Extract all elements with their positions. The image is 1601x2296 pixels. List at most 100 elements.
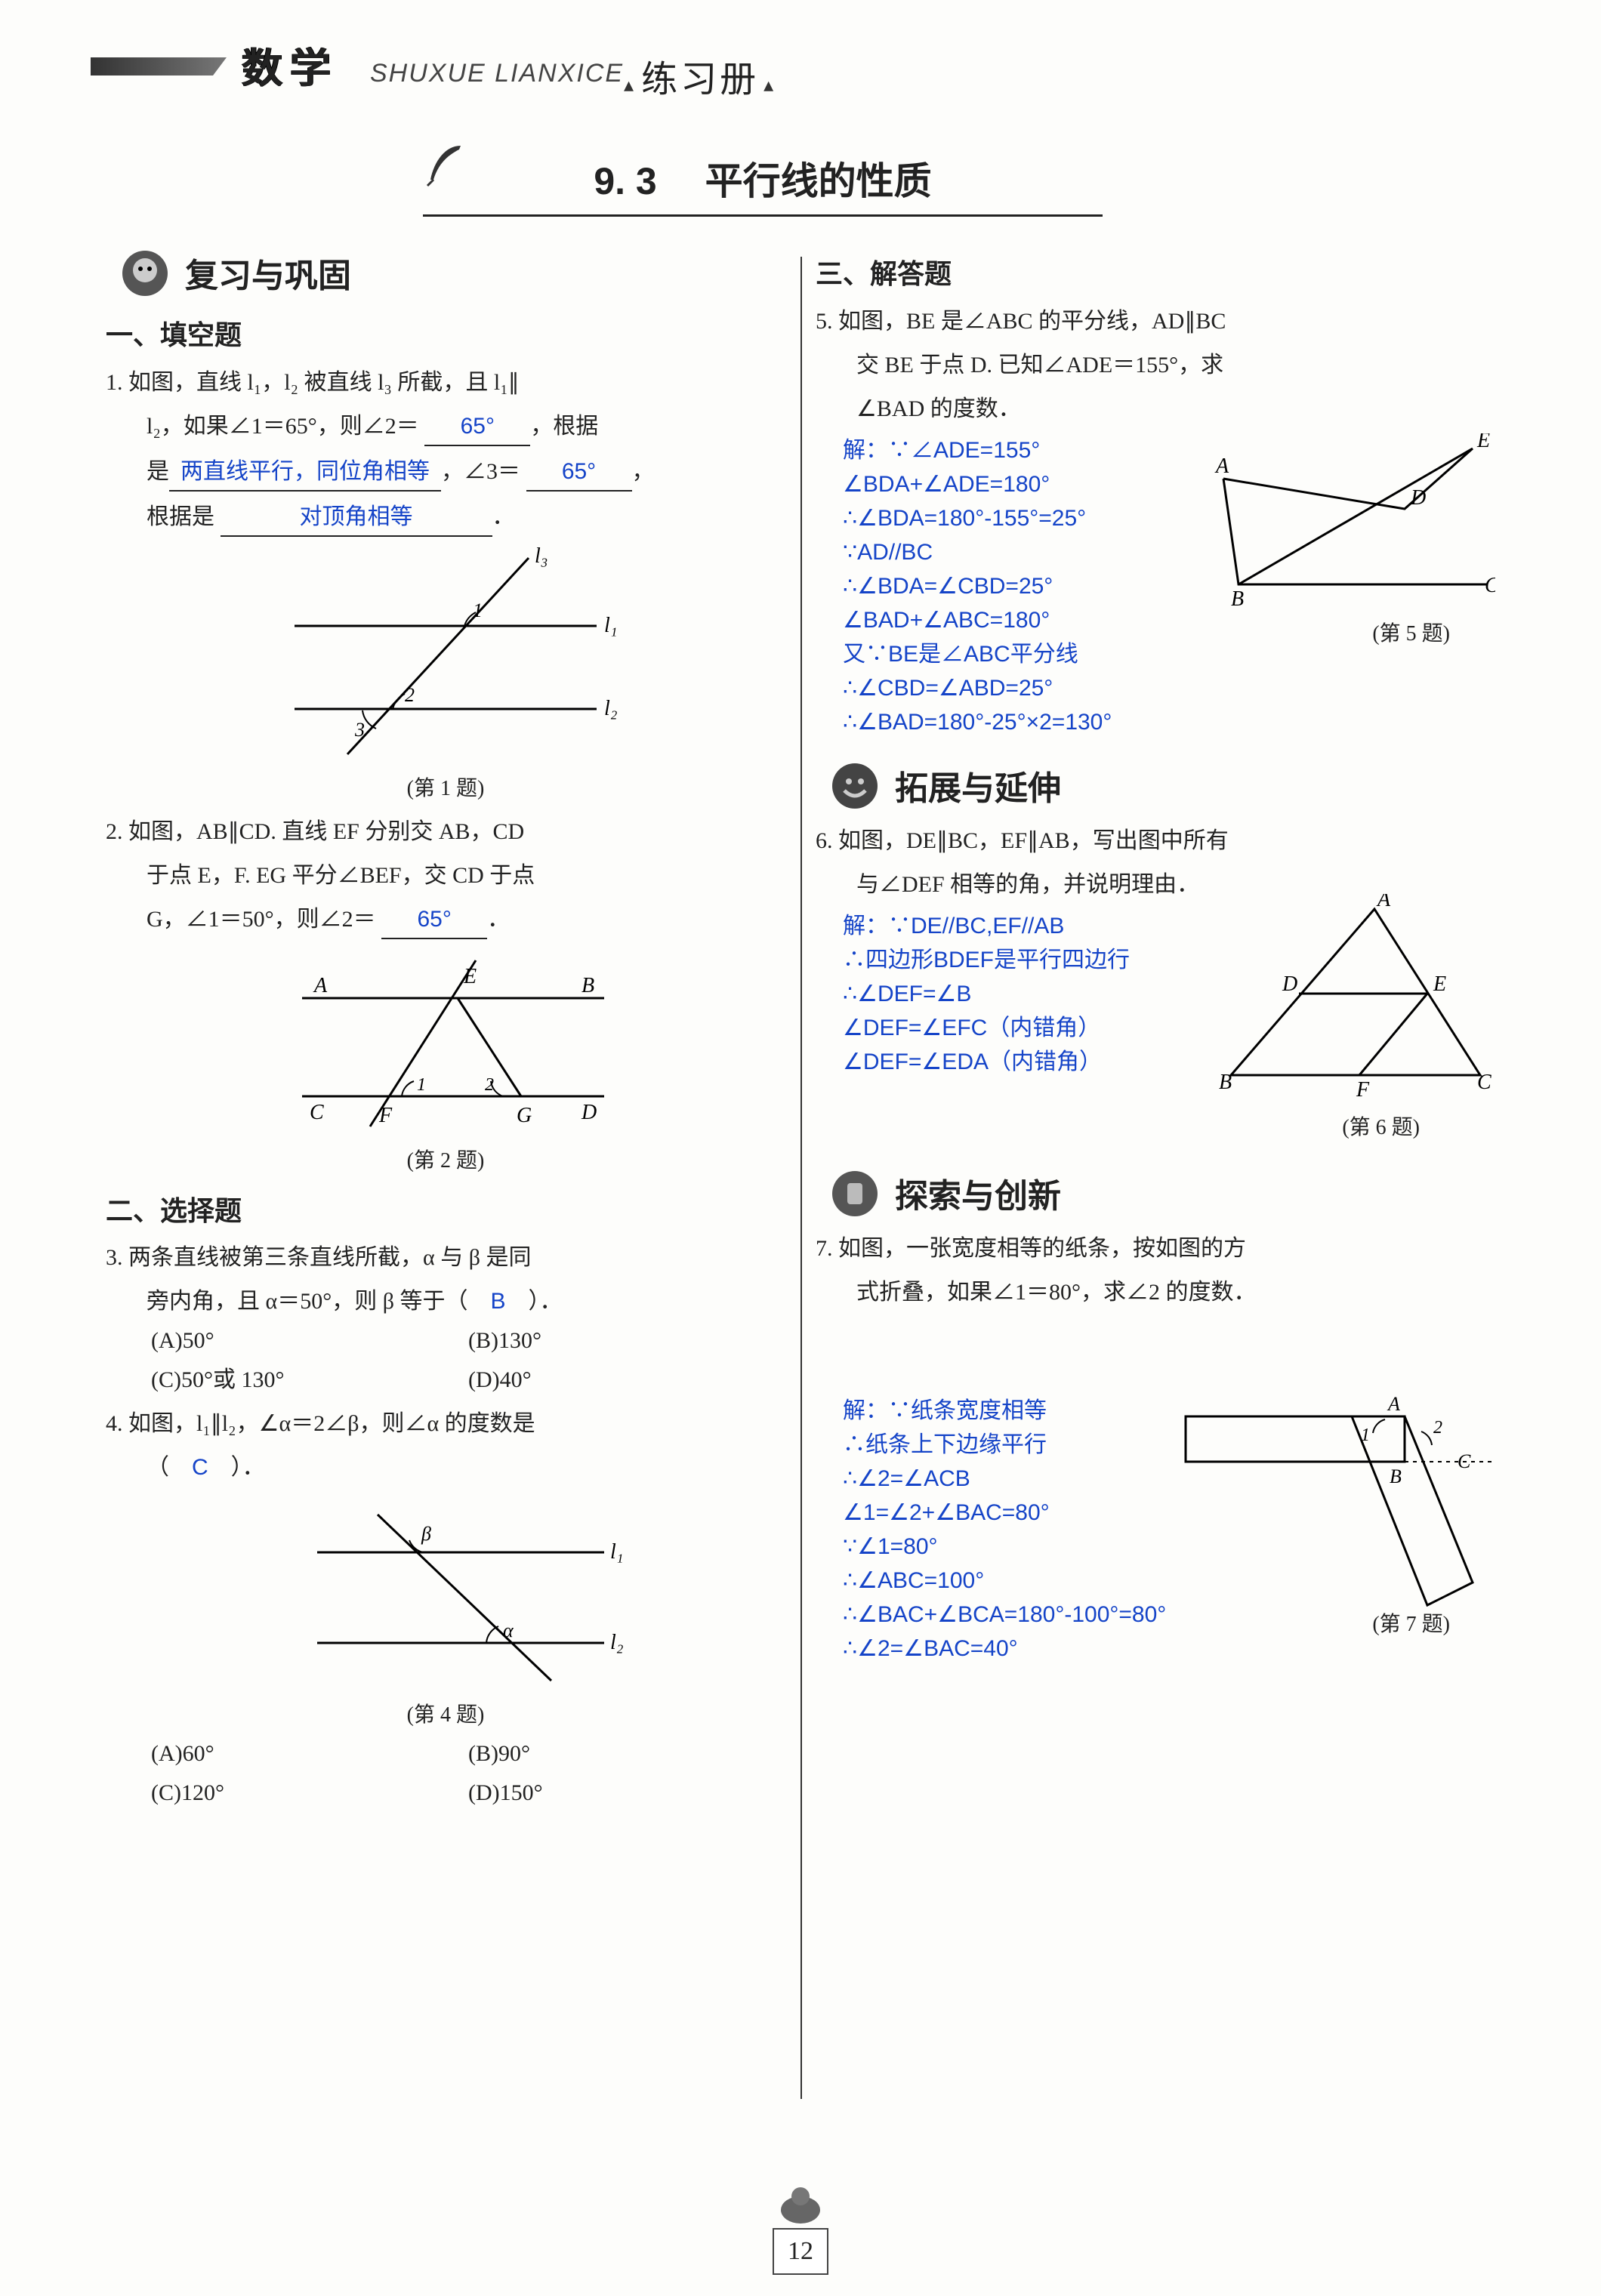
q1-blank3[interactable]: 65°	[526, 454, 632, 492]
subhead-choice: 二、选择题	[106, 1189, 785, 1233]
svg-text:l₃: l₃	[535, 544, 548, 568]
q6-work: 解：∵DE//BC,EF//AB ∴四边形BDEF是平行四边行 ∴∠DEF=∠B…	[816, 909, 1208, 1079]
q4-choices-r1: (A)60° (B)90°	[151, 1736, 785, 1772]
q3-choice-c[interactable]: (C)50°或 130°	[151, 1362, 423, 1398]
svg-text:l₁: l₁	[604, 614, 618, 637]
section-name: 平行线的性质	[705, 160, 932, 202]
svg-text:D: D	[1410, 486, 1426, 510]
q6-figure: A B C D E F	[1208, 894, 1495, 1105]
q7-work-7: ∴∠2=∠BAC=40°	[816, 1632, 1208, 1666]
section-number: 9. 3	[594, 160, 656, 202]
left-column: 复习与巩固 一、填空题 1. 如图，直线 l₁，l₂ 被直线 l₃ 所截，且 l…	[106, 242, 785, 1811]
svg-text:C: C	[1458, 1450, 1471, 1472]
svg-text:C: C	[1477, 1071, 1491, 1094]
q7-work-3: ∠1=∠2+∠BAC=80°	[816, 1496, 1208, 1530]
svg-text:E: E	[1476, 433, 1490, 452]
q5-work-0: 解：∵∠ADE=155°	[816, 433, 1208, 467]
q4-choice-c[interactable]: (C)120°	[151, 1775, 423, 1811]
q3-choices-r1: (A)50° (B)130°	[151, 1323, 785, 1359]
q7-work-5: ∴∠ABC=100°	[816, 1564, 1208, 1598]
svg-text:l₁: l₁	[610, 1540, 624, 1564]
page-footer: 12	[0, 2187, 1601, 2275]
svg-text:E: E	[1433, 972, 1446, 996]
q4-answer[interactable]: C	[192, 1455, 208, 1480]
svg-text:E: E	[463, 965, 477, 988]
svg-text:B: B	[1390, 1465, 1402, 1487]
q5-caption: (第 5 题)	[1372, 618, 1450, 652]
q6-work-1: ∴四边形BDEF是平行四边行	[816, 943, 1208, 977]
q5-work: 解：∵∠ADE=155° ∠BDA+∠ADE=180° ∴∠BDA=180°-1…	[816, 433, 1208, 739]
svg-text:F: F	[1356, 1078, 1370, 1102]
svg-text:C: C	[310, 1101, 324, 1124]
header-accent-bar	[91, 57, 227, 76]
q4-choice-a[interactable]: (A)60°	[151, 1736, 423, 1772]
svg-text:A: A	[1376, 894, 1391, 911]
q7-work-0: 解：∵纸条宽度相等	[816, 1394, 1208, 1428]
right-column: 三、解答题 5. 如图，BE 是∠ABC 的平分线，AD∥BC 交 BE 于点 …	[816, 242, 1495, 1666]
q3-choice-b[interactable]: (B)130°	[468, 1323, 740, 1359]
svg-text:G: G	[517, 1104, 532, 1127]
q3-choice-d[interactable]: (D)40°	[468, 1362, 740, 1398]
subject-title: 数学	[242, 36, 338, 101]
q3-choice-a[interactable]: (A)50°	[151, 1323, 423, 1359]
svg-text:1: 1	[473, 599, 483, 621]
q7-caption: (第 7 题)	[1372, 1608, 1450, 1642]
svg-text:B: B	[581, 974, 594, 997]
q1-blank2[interactable]: 两直线平行，同位角相等	[169, 454, 441, 492]
q7-work-1: ∴纸条上下边缘平行	[816, 1428, 1208, 1462]
svg-text:1: 1	[417, 1075, 426, 1095]
svg-text:α: α	[503, 1620, 514, 1641]
q1-caption: (第 1 题)	[106, 772, 785, 806]
svg-text:2: 2	[405, 684, 415, 706]
q5-work-6: 又∵BE是∠ABC平分线	[816, 637, 1208, 671]
svg-text:A: A	[313, 974, 328, 997]
mascot-icon	[831, 1170, 879, 1218]
group-explore-text: 探索与创新	[895, 1178, 1061, 1215]
q2: 2. 如图，AB∥CD. 直线 EF 分别交 AB，CD	[106, 814, 785, 850]
q1-l4: 根据是 对顶角相等．	[106, 499, 785, 537]
q6-work-2: ∴∠DEF=∠B	[816, 977, 1208, 1011]
page-number: 12	[773, 2228, 828, 2275]
q3: 3. 两条直线被第三条直线所截，α 与 β 是同	[106, 1240, 785, 1276]
q7-figure: A B C 1 2	[1171, 1386, 1495, 1628]
q7-work-4: ∵∠1=80°	[816, 1530, 1208, 1564]
svg-text:1: 1	[1361, 1425, 1370, 1445]
svg-text:B: B	[1219, 1071, 1232, 1094]
column-divider	[800, 257, 802, 2099]
group-extend-heading: 拓展与延伸	[831, 762, 1495, 815]
q1-blank4[interactable]: 对顶角相等	[221, 499, 492, 537]
q6-work-3: ∠DEF=∠EFC（内错角）	[816, 1011, 1208, 1045]
svg-text:3: 3	[354, 719, 365, 741]
q5-work-4: ∴∠BDA=∠CBD=25°	[816, 569, 1208, 603]
q1-l3: 是两直线平行，同位角相等，∠3＝ 65°，	[106, 454, 785, 492]
q4-caption: (第 4 题)	[106, 1699, 785, 1733]
q5-work-8: ∴∠BAD=180°-25°×2=130°	[816, 705, 1208, 739]
q7-work-6: ∴∠BAC+∠BCA=180°-100°=80°	[816, 1598, 1208, 1632]
svg-text:D: D	[581, 1101, 597, 1124]
q5-work-1: ∠BDA+∠ADE=180°	[816, 467, 1208, 501]
svg-text:D: D	[1282, 972, 1297, 996]
q4-choice-d[interactable]: (D)150°	[468, 1775, 740, 1811]
q4-choice-b[interactable]: (B)90°	[468, 1736, 740, 1772]
q3-answer[interactable]: B	[490, 1289, 505, 1314]
svg-text:l₂: l₂	[604, 697, 618, 720]
q5-figure: A B C D E	[1193, 433, 1495, 630]
q6: 6. 如图，DE∥BC，EF∥AB，写出图中所有	[816, 823, 1495, 859]
q2-blank[interactable]: 65°	[381, 901, 487, 939]
svg-text:l₂: l₂	[610, 1631, 624, 1654]
svg-text:2: 2	[485, 1075, 494, 1095]
svg-text:2: 2	[1433, 1418, 1442, 1438]
group-review-heading: 复习与巩固	[121, 249, 785, 303]
group-extend-text: 拓展与延伸	[895, 770, 1061, 807]
svg-text:β: β	[421, 1523, 431, 1545]
q4-choices-r2: (C)120° (D)150°	[151, 1775, 785, 1811]
q1: 1. 如图，直线 l₁，l₂ 被直线 l₃ 所截，且 l₁∥	[106, 365, 785, 401]
q7-work-2: ∴∠2=∠ACB	[816, 1462, 1208, 1496]
q3-choices-r2: (C)50°或 130° (D)40°	[151, 1362, 785, 1398]
q7: 7. 如图，一张宽度相等的纸条，按如图的方	[816, 1231, 1495, 1267]
svg-text:B: B	[1231, 587, 1244, 611]
group-review-text: 复习与巩固	[185, 257, 351, 294]
q5: 5. 如图，BE 是∠ABC 的平分线，AD∥BC	[816, 304, 1495, 340]
svg-text:A: A	[1214, 455, 1229, 478]
q1-blank1[interactable]: 65°	[424, 408, 530, 446]
